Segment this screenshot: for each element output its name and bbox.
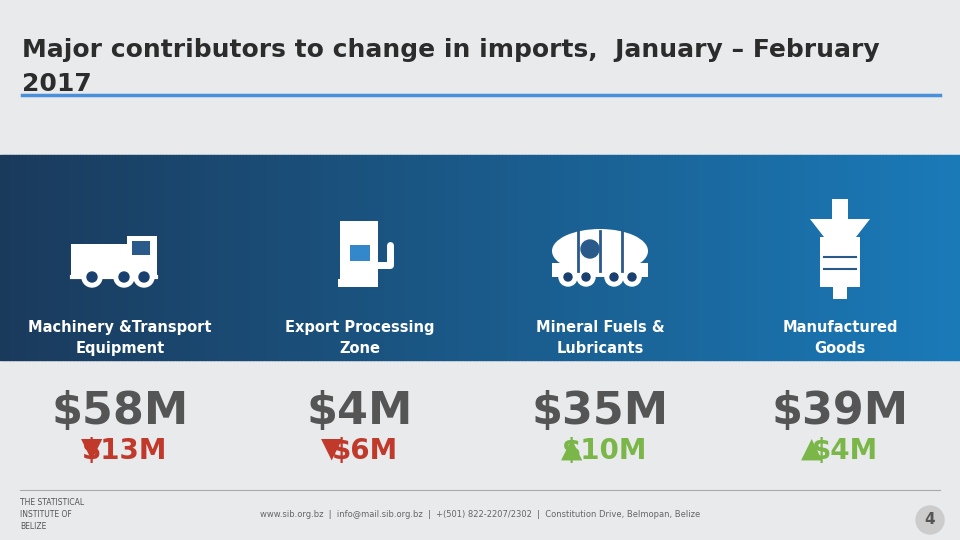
FancyBboxPatch shape (132, 241, 150, 255)
Text: ▼: ▼ (82, 435, 103, 463)
Text: $10M: $10M (563, 437, 648, 465)
Circle shape (605, 268, 623, 286)
Text: $6M: $6M (332, 437, 398, 465)
Circle shape (916, 506, 944, 534)
Text: ▲: ▲ (562, 435, 583, 463)
Circle shape (134, 267, 154, 287)
Circle shape (82, 267, 102, 287)
FancyBboxPatch shape (833, 287, 847, 299)
FancyBboxPatch shape (340, 221, 378, 283)
Circle shape (582, 273, 590, 281)
Text: Export Processing
Zone: Export Processing Zone (285, 320, 435, 356)
Text: Major contributors to change in imports,  January – February: Major contributors to change in imports,… (22, 38, 879, 62)
Text: $39M: $39M (772, 390, 908, 433)
Circle shape (564, 273, 572, 281)
Text: 4: 4 (924, 512, 935, 528)
Text: $58M: $58M (52, 390, 188, 433)
Text: $4M: $4M (307, 390, 413, 433)
Text: $13M: $13M (83, 437, 168, 465)
FancyBboxPatch shape (820, 237, 860, 287)
FancyBboxPatch shape (338, 279, 378, 287)
Text: Mineral Fuels &
Lubricants: Mineral Fuels & Lubricants (536, 320, 664, 356)
Text: Machinery &Transport
Equipment: Machinery &Transport Equipment (28, 320, 212, 356)
Text: ▼: ▼ (322, 435, 343, 463)
Ellipse shape (552, 229, 648, 273)
Text: Manufactured
Goods: Manufactured Goods (782, 320, 898, 356)
Circle shape (119, 272, 129, 282)
Polygon shape (810, 219, 870, 237)
Text: $4M: $4M (812, 437, 878, 465)
Text: THE STATISTICAL
INSTITUTE OF
BELIZE: THE STATISTICAL INSTITUTE OF BELIZE (20, 498, 84, 531)
FancyBboxPatch shape (350, 245, 370, 261)
FancyBboxPatch shape (552, 263, 648, 277)
Circle shape (577, 268, 595, 286)
Text: 2017: 2017 (22, 72, 92, 96)
Circle shape (114, 267, 134, 287)
FancyBboxPatch shape (832, 199, 848, 219)
Circle shape (87, 272, 97, 282)
FancyBboxPatch shape (71, 244, 129, 276)
Text: $35M: $35M (532, 390, 668, 433)
Text: ▲: ▲ (802, 435, 823, 463)
Circle shape (623, 268, 641, 286)
Circle shape (559, 268, 577, 286)
Circle shape (581, 240, 599, 258)
FancyBboxPatch shape (127, 236, 157, 276)
Circle shape (610, 273, 618, 281)
Text: www.sib.org.bz  |  info@mail.sib.org.bz  |  +(501) 822-2207/2302  |  Constitutio: www.sib.org.bz | info@mail.sib.org.bz | … (260, 510, 700, 519)
Circle shape (628, 273, 636, 281)
Circle shape (139, 272, 149, 282)
